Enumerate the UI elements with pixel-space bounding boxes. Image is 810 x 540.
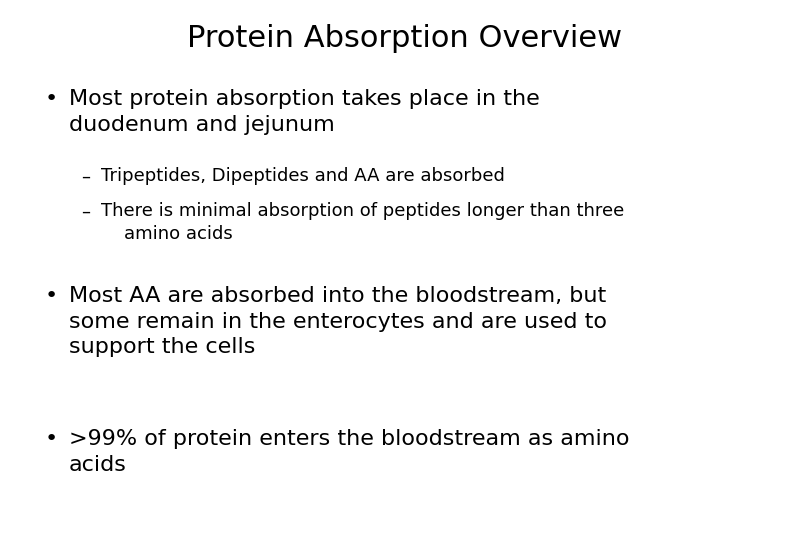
Text: >99% of protein enters the bloodstream as amino
acids: >99% of protein enters the bloodstream a… xyxy=(69,429,629,475)
Text: –: – xyxy=(81,202,90,220)
Text: Most AA are absorbed into the bloodstream, but
some remain in the enterocytes an: Most AA are absorbed into the bloodstrea… xyxy=(69,286,607,357)
Text: •: • xyxy=(45,89,58,109)
Text: Tripeptides, Dipeptides and AA are absorbed: Tripeptides, Dipeptides and AA are absor… xyxy=(101,167,505,185)
Text: There is minimal absorption of peptides longer than three
    amino acids: There is minimal absorption of peptides … xyxy=(101,202,625,242)
Text: –: – xyxy=(81,167,90,185)
Text: Most protein absorption takes place in the
duodenum and jejunum: Most protein absorption takes place in t… xyxy=(69,89,539,134)
Text: •: • xyxy=(45,286,58,306)
Text: •: • xyxy=(45,429,58,449)
Text: Protein Absorption Overview: Protein Absorption Overview xyxy=(187,24,623,53)
